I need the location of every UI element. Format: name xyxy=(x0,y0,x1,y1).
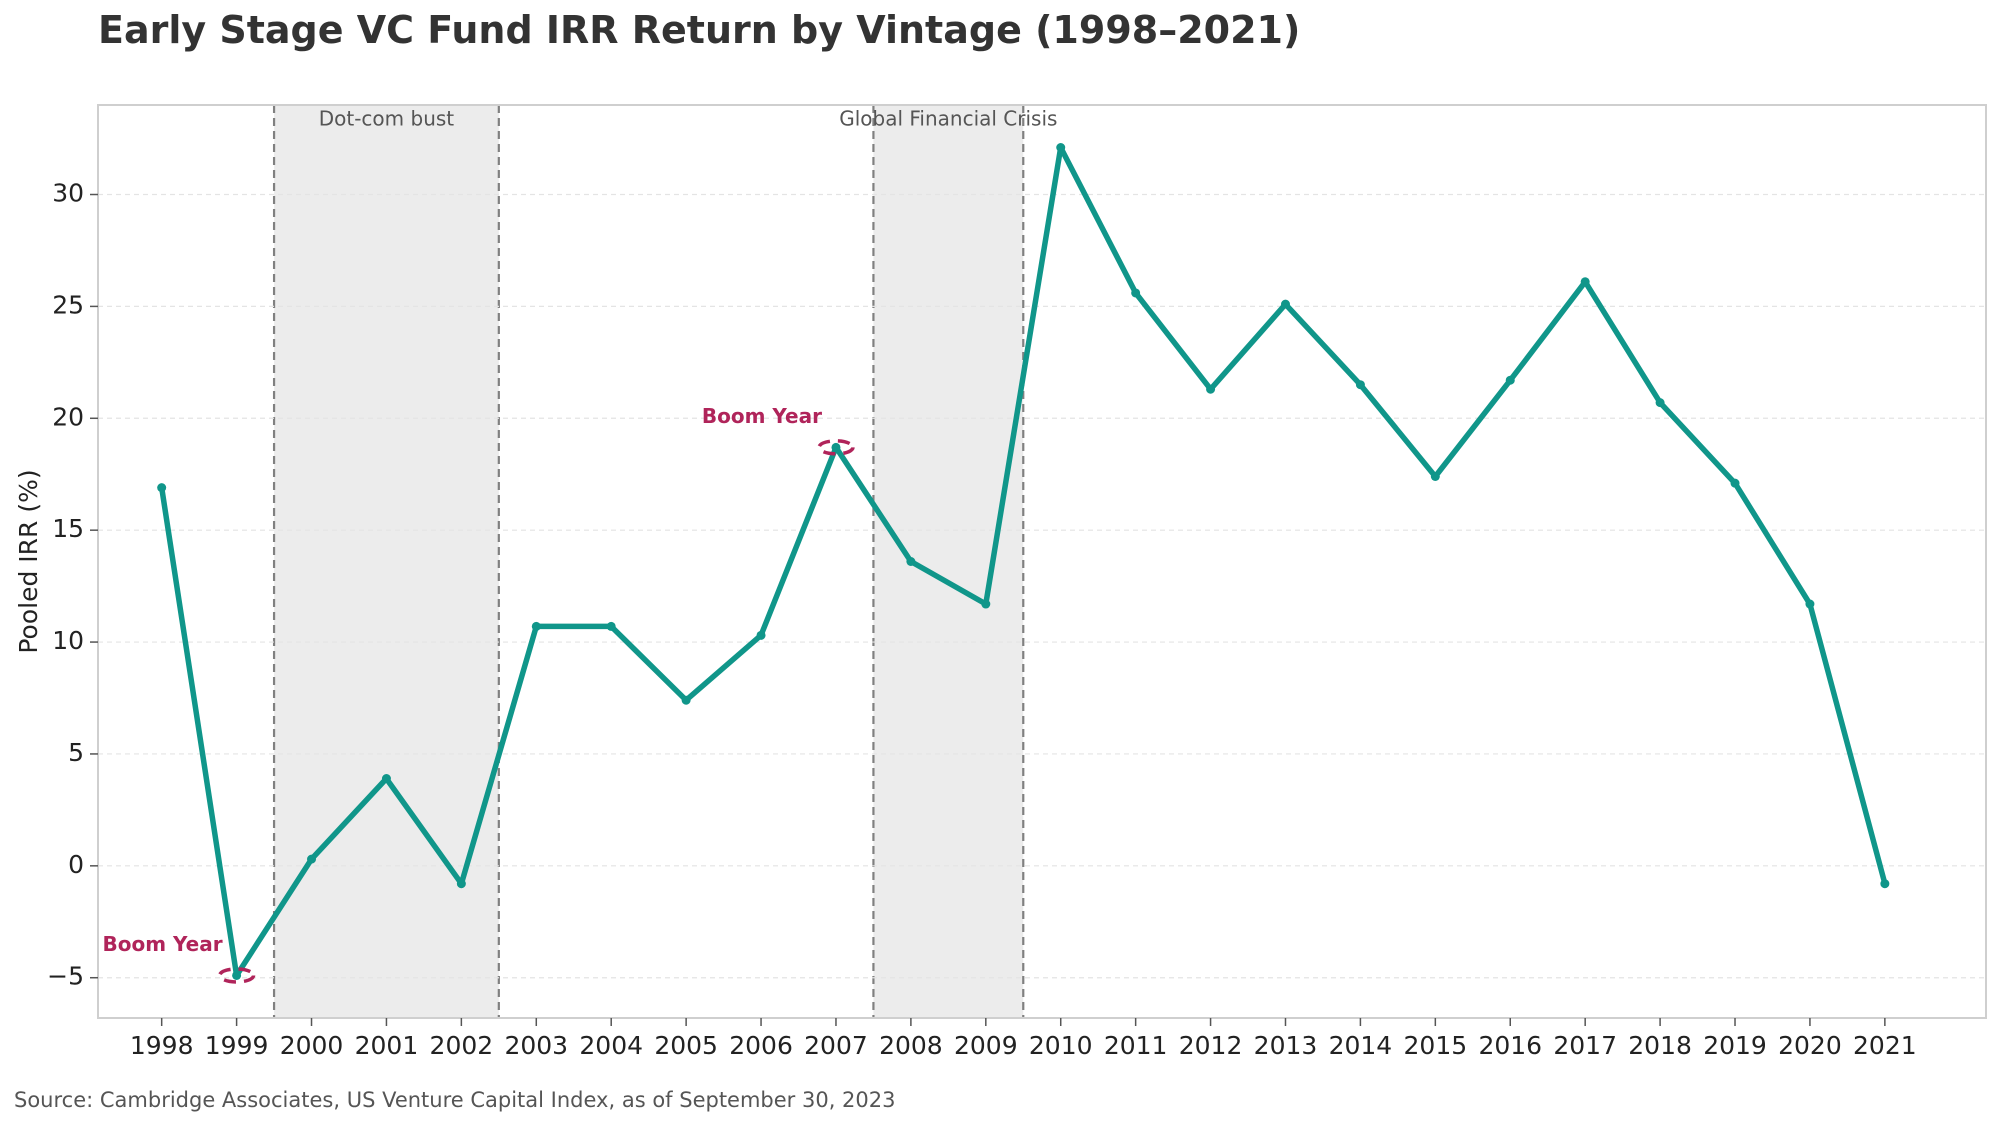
axes: −5 0 5 10 15 20 25 30 1998 1999 2000 2001 2002 2003 20… xyxy=(47,104,1987,1060)
x-tick-label: 2008 xyxy=(879,1031,943,1060)
shaded-period xyxy=(274,105,499,1018)
x-tick-label: 1999 xyxy=(205,1031,269,1060)
boom-label: Boom Year xyxy=(102,932,222,956)
x-tick-label: 2019 xyxy=(1703,1031,1767,1060)
data-point xyxy=(1280,299,1290,309)
data-point xyxy=(381,774,391,784)
data-point xyxy=(981,599,991,609)
x-tick-label: 2003 xyxy=(504,1031,568,1060)
y-tick-label: 25 xyxy=(52,290,84,319)
x-tick-label: 2000 xyxy=(280,1031,344,1060)
x-tick-label: 2009 xyxy=(954,1031,1018,1060)
data-point xyxy=(1580,277,1590,287)
x-tick-label: 2011 xyxy=(1104,1031,1168,1060)
boom-marker xyxy=(817,439,855,456)
data-point xyxy=(456,879,466,889)
period-label: Dot-com bust xyxy=(319,107,455,131)
period-label: Global Financial Crisis xyxy=(839,107,1057,131)
y-tick-label: 15 xyxy=(52,514,84,543)
x-tick-label: 2001 xyxy=(355,1031,419,1060)
data-point xyxy=(681,695,691,705)
data-point xyxy=(606,621,616,631)
x-tick-label: 2006 xyxy=(729,1031,793,1060)
data-point xyxy=(1355,380,1365,390)
boom-marker xyxy=(217,967,256,984)
x-tick-label: 2010 xyxy=(1029,1031,1093,1060)
data-point xyxy=(1206,384,1216,394)
shaded-period xyxy=(873,105,1024,1018)
data-point xyxy=(756,630,766,640)
x-tick-label: 2012 xyxy=(1179,1031,1243,1060)
data-point xyxy=(1131,288,1141,298)
data-point xyxy=(831,442,841,452)
data-point xyxy=(1430,471,1440,481)
x-tick-label: 2021 xyxy=(1853,1031,1917,1060)
x-tick-label: 2018 xyxy=(1628,1031,1692,1060)
data-point xyxy=(157,483,167,493)
plot-frame xyxy=(97,104,1987,1019)
data-point xyxy=(232,970,242,980)
y-tick-label: 20 xyxy=(52,402,84,431)
data-point xyxy=(1880,879,1890,889)
y-tick-label: −5 xyxy=(47,962,84,991)
x-tick-label: 2014 xyxy=(1329,1031,1393,1060)
data-point xyxy=(1505,375,1515,385)
x-tick-label: 2004 xyxy=(579,1031,643,1060)
x-tick-label: 2013 xyxy=(1254,1031,1318,1060)
y-tick-label: 10 xyxy=(52,626,84,655)
x-tick-label: 2017 xyxy=(1553,1031,1617,1060)
annotations: Boom Year Boom Year xyxy=(102,404,855,984)
data-point xyxy=(1655,398,1665,408)
y-axis-label: Pooled IRR (%) xyxy=(14,469,43,653)
data-point xyxy=(906,557,916,566)
data-point xyxy=(307,854,317,864)
series-layer xyxy=(157,143,1890,980)
x-tick-label: 2002 xyxy=(430,1031,494,1060)
data-point xyxy=(1056,143,1066,153)
x-tick-label: 2005 xyxy=(654,1031,718,1060)
data-point xyxy=(1805,599,1815,609)
x-tick-label: 2015 xyxy=(1404,1031,1468,1060)
x-tick-label: 2007 xyxy=(804,1031,868,1060)
chart-title: Early Stage VC Fund IRR Return by Vintag… xyxy=(98,8,1301,52)
y-tick-label: 30 xyxy=(52,179,84,208)
x-tick-label: 1998 xyxy=(130,1031,194,1060)
x-tick-label: 2020 xyxy=(1778,1031,1842,1060)
y-tick-label: 5 xyxy=(68,738,84,767)
x-tick-label: 2016 xyxy=(1478,1031,1542,1060)
boom-label: Boom Year xyxy=(702,404,822,428)
source-note: Source: Cambridge Associates, US Venture… xyxy=(14,1088,896,1112)
data-point xyxy=(531,621,541,631)
data-point xyxy=(1730,478,1740,488)
series-line xyxy=(158,144,1888,979)
y-tick-label: 0 xyxy=(68,850,84,879)
